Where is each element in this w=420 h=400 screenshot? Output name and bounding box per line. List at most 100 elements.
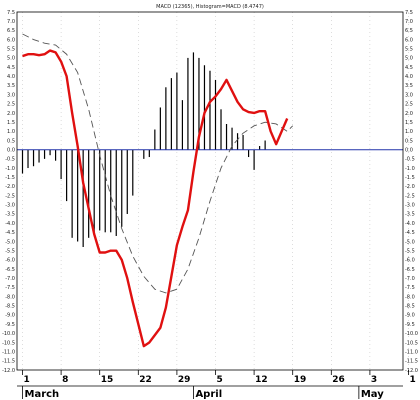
x-tick-label-5: 5 — [217, 375, 223, 385]
grid — [22, 12, 409, 370]
y-tick-right-35: -10.0 — [405, 331, 418, 337]
y-tick-left-10: 2.5 — [7, 102, 15, 108]
y-tick-left-33: -9.0 — [5, 313, 15, 319]
y-tick-right-5: 5.0 — [405, 56, 413, 62]
y-tick-right-7: 4.0 — [405, 74, 413, 80]
x-tick-label-0: 1 — [24, 375, 30, 385]
y-tick-left-0: 7.5 — [7, 10, 15, 16]
macd-line-series — [22, 49, 289, 348]
y-tick-right-15: 0.0 — [405, 147, 413, 153]
y-tick-left-26: -5.5 — [5, 248, 15, 254]
y-tick-right-25: -5.0 — [405, 239, 415, 245]
y-tick-right-26: -5.5 — [405, 248, 415, 254]
y-tick-right-3: 6.0 — [405, 37, 413, 43]
y-tick-left-1: 7.0 — [7, 19, 15, 25]
y-tick-left-30: -7.5 — [5, 285, 15, 291]
signal-line-series — [22, 33, 294, 294]
y-tick-left-20: -2.5 — [5, 193, 15, 199]
x-tick-label-7: 19 — [294, 375, 307, 385]
y-tick-left-6: 4.5 — [7, 65, 15, 71]
y-tick-right-21: -3.0 — [405, 203, 415, 209]
y-tick-right-36: -10.5 — [405, 340, 418, 346]
y-tick-right-14: 0.5 — [405, 138, 413, 144]
x-tick-label-8: 26 — [332, 375, 345, 385]
y-tick-left-7: 4.0 — [7, 74, 15, 80]
y-tick-right-16: -0.5 — [405, 157, 415, 163]
y-tick-left-25: -5.0 — [5, 239, 15, 245]
y-tick-left-31: -8.0 — [5, 294, 15, 300]
y-tick-right-22: -3.5 — [405, 212, 415, 218]
y-tick-right-33: -9.0 — [405, 313, 415, 319]
y-tick-left-4: 5.5 — [7, 47, 15, 53]
chart-title: MACD (12365), Histogram=MACD (8.4747) — [156, 4, 264, 10]
y-tick-right-8: 3.5 — [405, 83, 413, 89]
x-tick-label-10: 1 — [410, 375, 416, 385]
y-tick-left-15: 0.0 — [7, 147, 15, 153]
y-tick-left-17: -1.0 — [5, 166, 15, 172]
y-tick-right-9: 3.0 — [405, 92, 413, 98]
x-tick-label-9: 3 — [371, 375, 377, 385]
y-tick-left-3: 6.0 — [7, 37, 15, 43]
y-tick-left-2: 6.5 — [7, 28, 15, 34]
month-label-0: March — [25, 389, 60, 400]
y-tick-right-28: -6.5 — [405, 267, 415, 273]
month-label-2: May — [361, 389, 384, 400]
y-tick-left-29: -7.0 — [5, 276, 15, 282]
y-tick-right-13: 1.0 — [405, 129, 413, 135]
y-tick-right-30: -7.5 — [405, 285, 415, 291]
y-tick-left-24: -4.5 — [5, 230, 15, 236]
month-label-1: April — [195, 389, 222, 400]
y-tick-right-17: -1.0 — [405, 166, 415, 172]
y-tick-right-0: 7.5 — [405, 10, 413, 16]
x-tick-label-2: 15 — [101, 375, 114, 385]
y-tick-right-10: 2.5 — [405, 102, 413, 108]
y-tick-left-16: -0.5 — [5, 157, 15, 163]
y-tick-left-34: -9.5 — [5, 322, 15, 328]
y-tick-right-23: -4.0 — [405, 221, 415, 227]
y-tick-right-11: 2.0 — [405, 111, 413, 117]
right-y-axis: 7.5 7.0 6.5 6.0 5.5 5.0 4.5 4.0 3.5 3.0 2.5 2.0 1.5 1… — [405, 10, 418, 374]
y-tick-right-39: -12.0 — [405, 368, 418, 374]
y-tick-left-9: 3.0 — [7, 92, 15, 98]
left-y-axis: 7.5 7.0 6.5 6.0 5.5 5.0 4.5 4.0 3.5 3.0 2.5 2.0 1.5 1… — [2, 10, 15, 374]
y-tick-right-6: 4.5 — [405, 65, 413, 71]
y-tick-right-18: -1.5 — [405, 175, 415, 181]
x-tick-label-4: 29 — [178, 375, 191, 385]
y-tick-right-38: -11.5 — [405, 359, 418, 365]
y-tick-left-21: -3.0 — [5, 203, 15, 209]
y-tick-left-12: 1.5 — [7, 120, 15, 126]
x-tick-label-3: 22 — [139, 375, 152, 385]
x-tick-label-6: 12 — [255, 375, 268, 385]
y-tick-left-8: 3.5 — [7, 83, 15, 89]
y-tick-left-38: -11.5 — [2, 359, 15, 365]
y-tick-left-36: -10.5 — [2, 340, 15, 346]
y-tick-right-1: 7.0 — [405, 19, 413, 25]
y-tick-right-29: -7.0 — [405, 276, 415, 282]
x-tick-label-1: 8 — [62, 375, 68, 385]
y-tick-left-27: -6.0 — [5, 258, 15, 264]
x-axis: 1 8 15 22 29 5 12 19 26 3 1 March April May — [17, 370, 416, 400]
y-tick-right-24: -4.5 — [405, 230, 415, 236]
y-tick-left-28: -6.5 — [5, 267, 15, 273]
y-tick-right-20: -2.5 — [405, 193, 415, 199]
y-tick-left-23: -4.0 — [5, 221, 15, 227]
y-tick-left-11: 2.0 — [7, 111, 15, 117]
y-tick-right-37: -11.0 — [405, 349, 418, 355]
y-tick-left-5: 5.0 — [7, 56, 15, 62]
y-tick-left-13: 1.0 — [7, 129, 15, 135]
y-tick-left-14: 0.5 — [7, 138, 15, 144]
y-tick-left-18: -1.5 — [5, 175, 15, 181]
y-tick-left-22: -3.5 — [5, 212, 15, 218]
y-tick-right-27: -6.0 — [405, 258, 415, 264]
y-tick-left-39: -12.0 — [2, 368, 15, 374]
plot-frame — [16, 11, 404, 371]
y-tick-right-12: 1.5 — [405, 120, 413, 126]
y-tick-left-32: -8.5 — [5, 304, 15, 310]
y-tick-right-4: 5.5 — [405, 47, 413, 53]
y-tick-right-31: -8.0 — [405, 294, 415, 300]
y-tick-right-19: -2.0 — [405, 184, 415, 190]
y-tick-left-37: -11.0 — [2, 349, 15, 355]
y-tick-left-35: -10.0 — [2, 331, 15, 337]
y-tick-right-32: -8.5 — [405, 304, 415, 310]
